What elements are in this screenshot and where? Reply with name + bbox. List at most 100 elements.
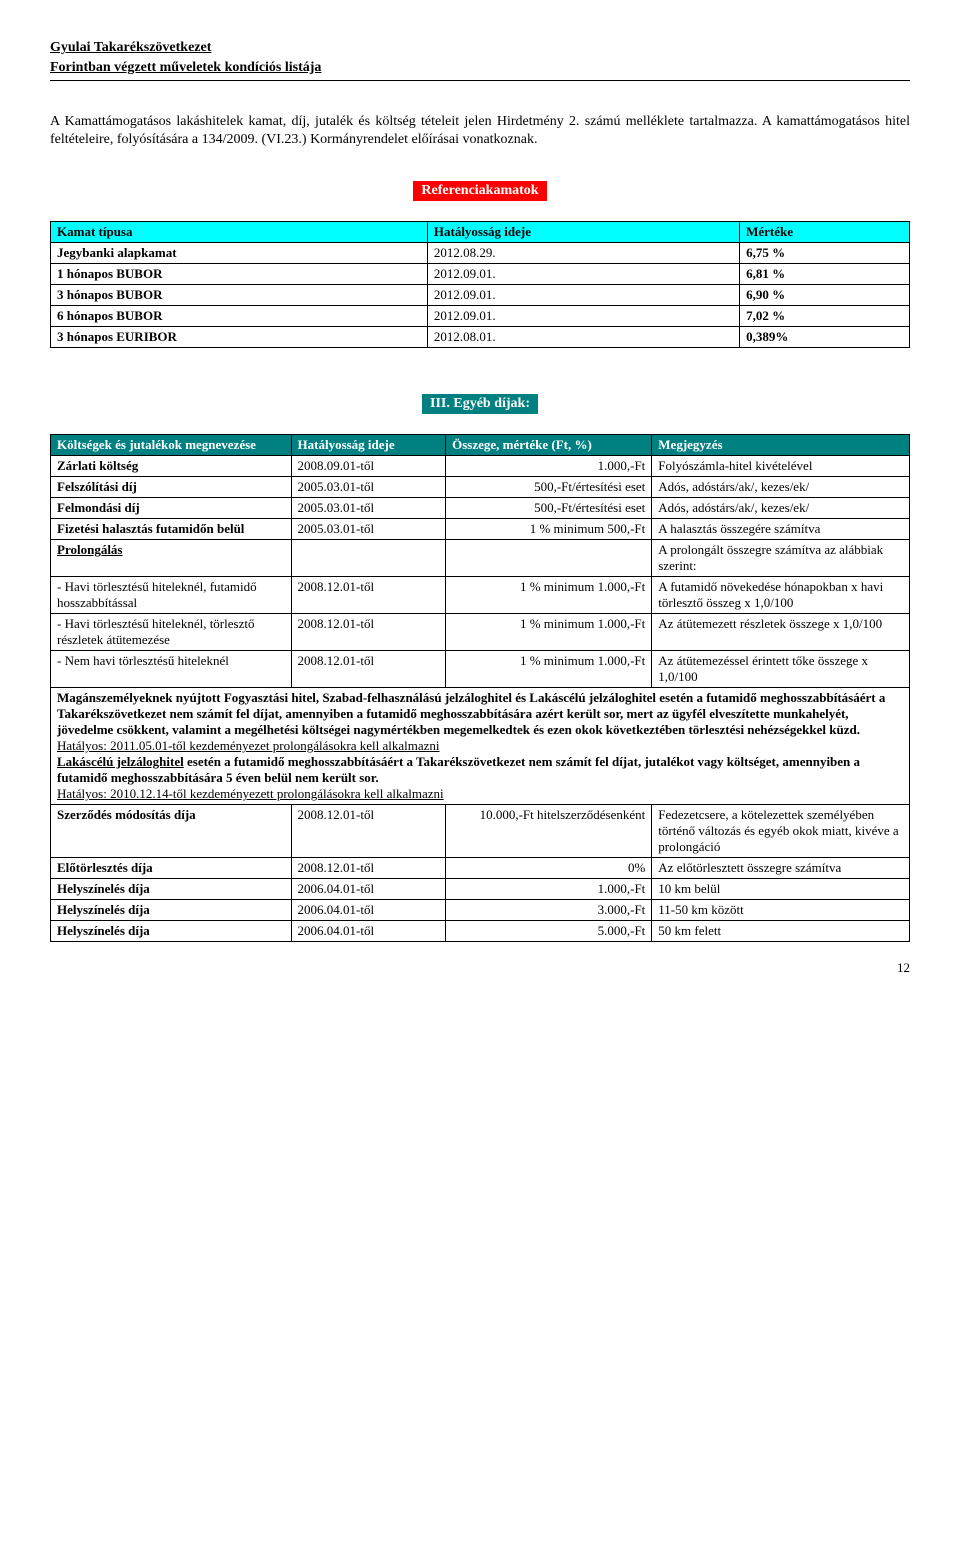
table-row: Jegybanki alapkamat 2012.08.29. 6,75 % [51,243,910,264]
cell: 1 hónapos BUBOR [51,264,428,285]
col-header: Mértéke [740,222,910,243]
cell: 2012.09.01. [427,264,739,285]
cell: 10 km belül [652,879,910,900]
cell: - Havi törlesztésű hiteleknél, futamidő … [51,577,292,614]
cell: 1.000,-Ft [446,456,652,477]
cell: 1 % minimum 500,-Ft [446,519,652,540]
cell: 1.000,-Ft [446,879,652,900]
reference-rates-table: Kamat típusa Hatályosság ideje Mértéke J… [50,221,910,348]
cell: 5.000,-Ft [446,921,652,942]
cell: 2012.09.01. [427,285,739,306]
cell: 2008.09.01-től [291,456,446,477]
cell: Fedezetcsere, a kötelezettek személyében… [652,805,910,858]
cell: 2005.03.01-től [291,477,446,498]
col-header: Hatályosság ideje [427,222,739,243]
cell: Helyszínelés díja [51,900,292,921]
cell: 2005.03.01-től [291,498,446,519]
cell: 7,02 % [740,306,910,327]
cell: 1 % minimum 1.000,-Ft [446,614,652,651]
cell: Az előtörlesztett összegre számítva [652,858,910,879]
page-number: 12 [50,960,910,976]
cell: Helyszínelés díja [51,879,292,900]
cell: 3 hónapos EURIBOR [51,327,428,348]
cell [291,540,446,577]
cell: 50 km felett [652,921,910,942]
col-header: Megjegyzés [652,435,910,456]
table-row: Felszólítási díj 2005.03.01-től 500,-Ft/… [51,477,910,498]
table-row: - Havi törlesztésű hiteleknél, futamidő … [51,577,910,614]
col-header: Kamat típusa [51,222,428,243]
cell: 2012.09.01. [427,306,739,327]
doc-header-line2: Forintban végzett műveletek kondíciós li… [50,60,910,76]
cell: 2008.12.01-től [291,614,446,651]
cell [446,540,652,577]
cell: 6,81 % [740,264,910,285]
table-row: Helyszínelés díja 2006.04.01-től 3.000,-… [51,900,910,921]
cell: 500,-Ft/értesítési eset [446,477,652,498]
fees-label-wrap: III. Egyéb díjak: [50,394,910,414]
table-row: 1 hónapos BUBOR 2012.09.01. 6,81 % [51,264,910,285]
cell: 1 % minimum 1.000,-Ft [446,651,652,688]
cell: Adós, adóstárs/ak/, kezes/ek/ [652,477,910,498]
header-rule [50,80,910,81]
note-p3a: Lakáscélú jelzáloghitel [57,754,184,769]
cell: 0% [446,858,652,879]
table-header-row: Kamat típusa Hatályosság ideje Mértéke [51,222,910,243]
cell: 2006.04.01-től [291,900,446,921]
cell: 0,389% [740,327,910,348]
cell: 2008.12.01-től [291,858,446,879]
cell: Előtörlesztés díja [51,858,292,879]
col-header: Költségek és jutalékok megnevezése [51,435,292,456]
table-row: 6 hónapos BUBOR 2012.09.01. 7,02 % [51,306,910,327]
cell: 2005.03.01-től [291,519,446,540]
cell: 10.000,-Ft hitelszerződésenként [446,805,652,858]
cell: - Havi törlesztésű hiteleknél, törlesztő… [51,614,292,651]
cell: 2008.12.01-től [291,651,446,688]
cell: Fizetési halasztás futamidőn belül [51,519,292,540]
cell: 6 hónapos BUBOR [51,306,428,327]
cell: 2008.12.01-től [291,577,446,614]
cell: Jegybanki alapkamat [51,243,428,264]
table-row: Előtörlesztés díja 2008.12.01-től 0% Az … [51,858,910,879]
cell: 2012.08.01. [427,327,739,348]
cell: 2006.04.01-től [291,921,446,942]
cell: Adós, adóstárs/ak/, kezes/ek/ [652,498,910,519]
cell: Az átütemezéssel érintett tőke összege x… [652,651,910,688]
cell: Helyszínelés díja [51,921,292,942]
intro-paragraph: A Kamattámogatásos lakáshitelek kamat, d… [50,113,910,149]
table-note-row: Magánszemélyeknek nyújtott Fogyasztási h… [51,688,910,805]
col-header: Összege, mértéke (Ft, %) [446,435,652,456]
table-row: Szerződés módosítás díja 2008.12.01-től … [51,805,910,858]
table-row: 3 hónapos BUBOR 2012.09.01. 6,90 % [51,285,910,306]
cell: Zárlati költség [51,456,292,477]
table-row: - Havi törlesztésű hiteleknél, törlesztő… [51,614,910,651]
cell: 6,90 % [740,285,910,306]
fees-label: III. Egyéb díjak: [422,394,538,414]
cell: A futamidő növekedése hónapokban x havi … [652,577,910,614]
cell: 2012.08.29. [427,243,739,264]
cell: - Nem havi törlesztésű hiteleknél [51,651,292,688]
fees-table: Költségek és jutalékok megnevezése Hatál… [50,434,910,942]
note-p4: Hatályos: 2010.12.14-től kezdeményezett … [57,786,444,801]
ref-label: Referenciakamatok [413,181,546,201]
table-row: Zárlati költség 2008.09.01-től 1.000,-Ft… [51,456,910,477]
table-row: Helyszínelés díja 2006.04.01-től 1.000,-… [51,879,910,900]
cell: A halasztás összegére számítva [652,519,910,540]
cell: Folyószámla-hitel kivételével [652,456,910,477]
cell: 6,75 % [740,243,910,264]
cell: 3.000,-Ft [446,900,652,921]
cell: 11-50 km között [652,900,910,921]
col-header: Hatályosság ideje [291,435,446,456]
table-row: 3 hónapos EURIBOR 2012.08.01. 0,389% [51,327,910,348]
cell: 500,-Ft/értesítési eset [446,498,652,519]
cell: Felszólítási díj [51,477,292,498]
cell: Az átütemezett részletek összege x 1,0/1… [652,614,910,651]
cell: 3 hónapos BUBOR [51,285,428,306]
cell: 1 % minimum 1.000,-Ft [446,577,652,614]
table-header-row: Költségek és jutalékok megnevezése Hatál… [51,435,910,456]
table-row: Helyszínelés díja 2006.04.01-től 5.000,-… [51,921,910,942]
cell: A prolongált összegre számítva az alábbi… [652,540,910,577]
table-row: Prolongálás A prolongált összegre számít… [51,540,910,577]
ref-label-wrap: Referenciakamatok [50,181,910,201]
note-p2: Hatályos: 2011.05.01-től kezdeményezet p… [57,738,440,753]
